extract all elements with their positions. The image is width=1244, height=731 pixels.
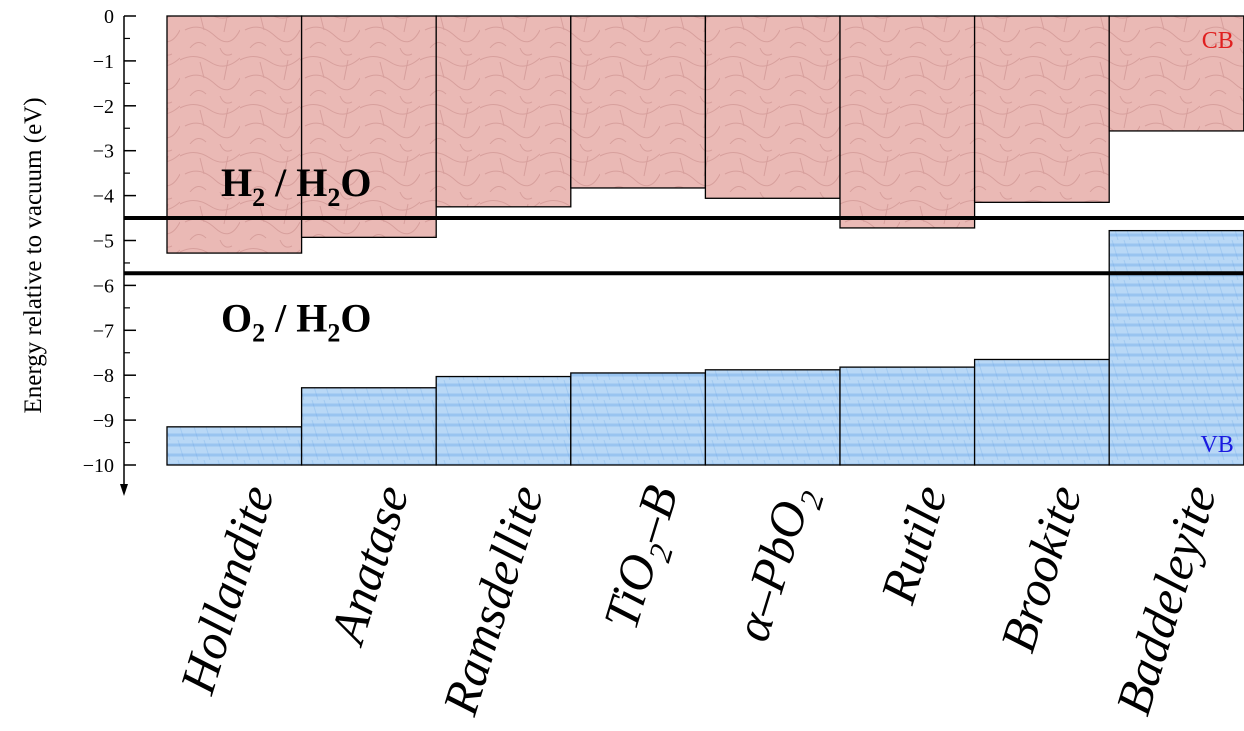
y-tick-label-6: −6 bbox=[93, 275, 114, 297]
vb-bar-texture-3 bbox=[570, 372, 707, 466]
cb-bar-texture-4 bbox=[704, 15, 841, 199]
x-category-text: Ramsdellite bbox=[431, 479, 554, 722]
cb-bar-texture-2 bbox=[435, 15, 572, 208]
x-category-label-3: TiO2–B bbox=[592, 479, 696, 638]
x-category-label-1: Anatase bbox=[318, 479, 420, 652]
cb-bar-texture-5 bbox=[839, 15, 976, 229]
y-tick-label-9: −9 bbox=[93, 410, 114, 432]
cb-bar-texture-7 bbox=[1108, 15, 1244, 132]
redox-label-subscript: 2 bbox=[252, 183, 265, 212]
x-category-label-4: α–PbO2 bbox=[723, 479, 831, 650]
cb-label: CB bbox=[1202, 28, 1234, 54]
redox-label-part: O bbox=[221, 295, 252, 340]
y-tick-label-8: −8 bbox=[93, 365, 114, 387]
y-tick-label-2: −2 bbox=[93, 96, 114, 118]
redox-label-subscript: 2 bbox=[252, 318, 265, 347]
redox-label-part: H bbox=[221, 160, 252, 205]
redox-label-part: O bbox=[340, 295, 371, 340]
x-category-label-0: Hollandite bbox=[168, 479, 284, 701]
redox-label-subscript: 2 bbox=[327, 318, 340, 347]
redox-label-0: H2 / H2O bbox=[221, 160, 371, 212]
y-tick-label-5: −5 bbox=[93, 231, 114, 253]
y-axis: 0 −1 −2 −3 −4 −5 −6 −7 −8 −9 −10 Energy relative to… bbox=[20, 6, 136, 496]
vb-label: VB bbox=[1200, 432, 1233, 458]
conduction-band-layer bbox=[166, 15, 1244, 254]
cb-bar-texture-6 bbox=[973, 15, 1110, 203]
x-axis-labels: Hollandite Anatase Ramsdellite TiO2–B α–PbO2… bbox=[168, 479, 1227, 722]
y-tick-label-0: 0 bbox=[104, 6, 114, 28]
x-category-label-2: Ramsdellite bbox=[431, 479, 554, 722]
redox-label-part: O bbox=[340, 160, 371, 205]
y-tick-label-10: −10 bbox=[83, 455, 114, 477]
x-category-text: α–PbO bbox=[723, 494, 818, 647]
cb-bar-texture-0 bbox=[166, 15, 303, 254]
x-category-text: Hollandite bbox=[168, 479, 284, 701]
x-category-text: Baddeleyite bbox=[1104, 479, 1227, 721]
y-tick-label-7: −7 bbox=[93, 320, 114, 342]
x-category-label-6: Brookite bbox=[989, 479, 1092, 658]
redox-label-subscript: 2 bbox=[327, 183, 340, 212]
x-category-text: Rutile bbox=[869, 479, 958, 611]
y-tick-label-1: −1 bbox=[93, 51, 114, 73]
x-category-label-7: Baddeleyite bbox=[1104, 479, 1227, 721]
vb-bar-texture-6 bbox=[973, 358, 1110, 466]
x-category-text: Brookite bbox=[989, 479, 1092, 658]
redox-label-part: / H bbox=[265, 160, 327, 205]
x-category-tail: –B bbox=[619, 479, 689, 549]
redox-lines-layer bbox=[124, 216, 1244, 276]
vb-bar-texture-7 bbox=[1108, 229, 1244, 466]
vb-bar-texture-2 bbox=[435, 375, 572, 466]
valence-band-layer bbox=[166, 229, 1244, 466]
y-axis-arrowhead bbox=[120, 484, 128, 496]
redox-label-part: / H bbox=[265, 295, 327, 340]
vb-bar-texture-0 bbox=[166, 426, 303, 466]
vb-bar-texture-4 bbox=[704, 369, 841, 466]
y-axis-label: Energy relative to vacuum (eV) bbox=[20, 97, 47, 413]
y-tick-label-3: −3 bbox=[93, 141, 114, 163]
vb-bar-texture-5 bbox=[839, 366, 976, 466]
cb-bar-texture-3 bbox=[570, 15, 707, 189]
y-tick-label-4: −4 bbox=[93, 186, 114, 208]
x-category-text: Anatase bbox=[318, 479, 420, 652]
x-category-label-5: Rutile bbox=[869, 479, 958, 611]
redox-label-1: O2 / H2O bbox=[221, 295, 371, 347]
vb-bar-texture-1 bbox=[300, 387, 437, 466]
